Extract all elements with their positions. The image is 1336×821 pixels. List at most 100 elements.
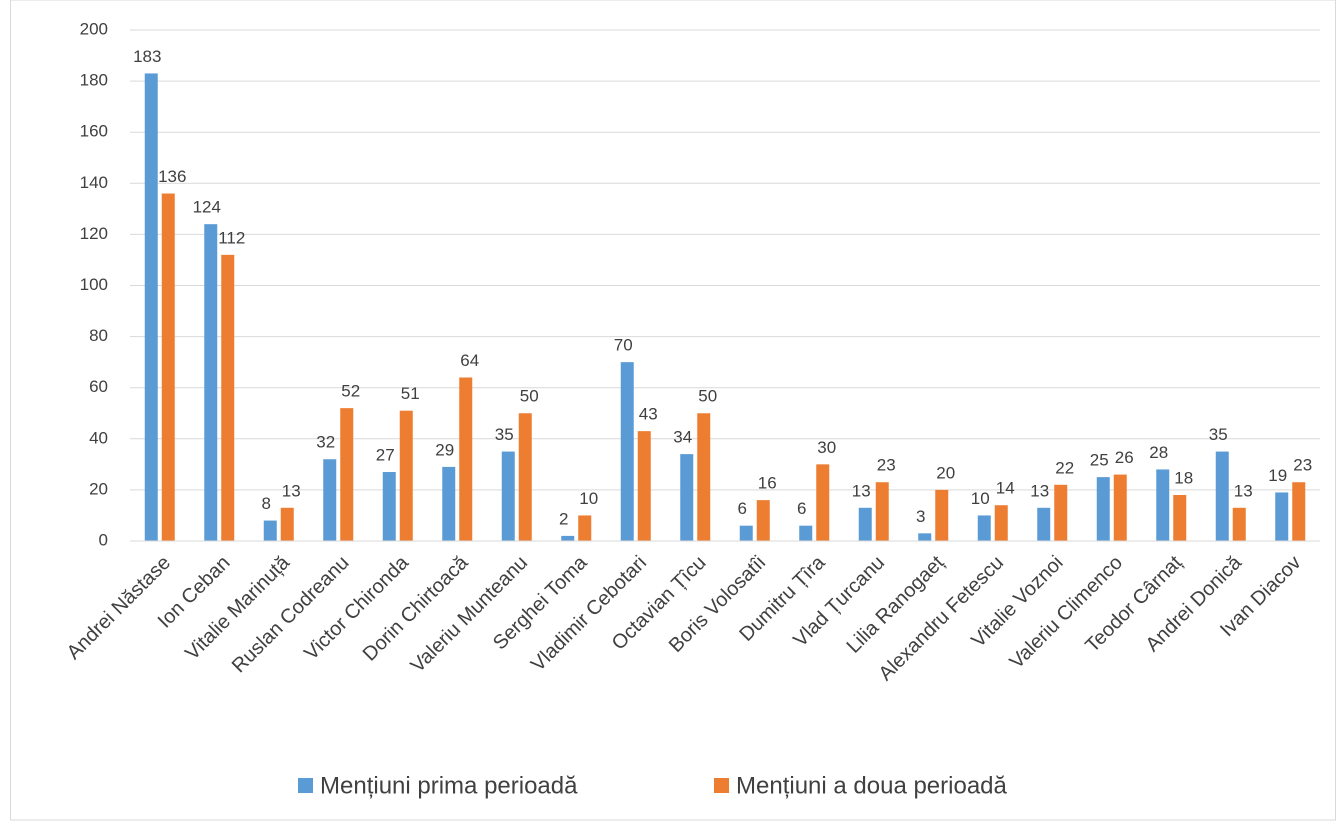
data-label: 2 <box>559 509 568 528</box>
x-tick-label: Dorin Chirtoacă <box>359 551 473 665</box>
data-label: 6 <box>738 499 747 518</box>
bar <box>637 431 651 541</box>
legend-swatch <box>298 778 313 793</box>
bar <box>1113 474 1127 541</box>
bar <box>578 515 592 541</box>
bar <box>1173 495 1187 541</box>
data-label: 35 <box>495 425 514 444</box>
bar <box>739 525 753 541</box>
bar <box>918 533 932 541</box>
y-tick-label: 140 <box>80 173 108 192</box>
data-label: 136 <box>158 167 186 186</box>
bar <box>1156 469 1170 541</box>
data-label: 18 <box>1174 468 1193 487</box>
bar <box>935 489 949 541</box>
bar <box>799 525 813 541</box>
data-label: 34 <box>673 428 692 447</box>
bar <box>620 362 634 541</box>
bar <box>161 193 175 541</box>
x-tick-label: Vitalie Marinuță <box>181 551 294 664</box>
data-label: 124 <box>193 198 221 217</box>
data-label: 30 <box>817 438 836 457</box>
data-label: 29 <box>435 440 454 459</box>
bar <box>1037 507 1051 541</box>
bar <box>204 224 218 541</box>
data-label: 52 <box>341 382 360 401</box>
data-label: 35 <box>1209 425 1228 444</box>
data-label: 14 <box>996 479 1015 498</box>
bar <box>340 408 354 541</box>
data-label: 19 <box>1268 466 1287 485</box>
data-label: 6 <box>797 499 806 518</box>
data-label: 50 <box>698 387 717 406</box>
data-label: 22 <box>1055 458 1074 477</box>
bar <box>680 454 694 541</box>
data-label: 10 <box>579 489 598 508</box>
data-label: 183 <box>133 47 161 66</box>
x-tick-label: Andrei Năstase <box>63 552 175 664</box>
x-tick-label: Victor Chironda <box>300 551 413 664</box>
data-label: 23 <box>1293 456 1312 475</box>
bar <box>221 254 235 541</box>
data-label: 10 <box>971 489 990 508</box>
legend-text: Mențiuni prima perioadă <box>320 772 578 799</box>
bar <box>323 459 337 541</box>
bar <box>459 377 473 541</box>
data-label: 70 <box>614 336 633 355</box>
y-tick-label: 100 <box>80 275 108 294</box>
bar <box>442 466 456 541</box>
bar <box>977 515 991 541</box>
bar <box>875 482 889 541</box>
data-label: 28 <box>1149 443 1168 462</box>
data-label: 51 <box>401 384 420 403</box>
y-tick-label: 0 <box>99 530 108 549</box>
data-label: 64 <box>460 351 479 370</box>
y-tick-label: 40 <box>89 428 108 447</box>
bar <box>858 507 872 541</box>
y-tick-label: 180 <box>80 71 108 90</box>
bar <box>561 535 575 541</box>
bar <box>1292 482 1306 541</box>
bar <box>756 500 770 541</box>
data-label: 13 <box>282 481 301 500</box>
bar <box>1275 492 1289 541</box>
data-label: 13 <box>1234 481 1253 500</box>
y-tick-label: 120 <box>80 224 108 243</box>
data-label: 23 <box>877 456 896 475</box>
bar <box>1054 484 1068 541</box>
y-tick-label: 160 <box>80 122 108 141</box>
data-label: 13 <box>1030 481 1049 500</box>
data-label: 50 <box>520 387 539 406</box>
bar <box>518 413 532 541</box>
y-tick-label: 60 <box>89 377 108 396</box>
y-tick-label: 20 <box>89 479 108 498</box>
data-label: 13 <box>852 481 871 500</box>
bar <box>1096 477 1110 541</box>
bar <box>816 464 830 541</box>
data-label: 27 <box>376 445 395 464</box>
bar <box>1232 507 1246 541</box>
bar <box>399 410 413 541</box>
y-tick-label: 200 <box>80 19 108 38</box>
data-label: 112 <box>218 228 245 247</box>
data-label: 26 <box>1115 448 1134 467</box>
bar <box>994 505 1008 541</box>
data-label: 3 <box>916 507 925 526</box>
bar <box>144 73 158 541</box>
bar <box>280 507 294 541</box>
y-tick-label: 80 <box>89 326 108 345</box>
data-label: 32 <box>316 433 335 452</box>
bar <box>382 472 396 541</box>
bar <box>1215 451 1229 541</box>
legend-swatch <box>714 778 729 793</box>
data-label: 20 <box>936 463 955 482</box>
bar <box>263 520 277 541</box>
bar <box>501 451 515 541</box>
legend-text: Mențiuni a doua perioadă <box>736 772 1008 799</box>
x-tick-label: Valeriu Climenco <box>1006 552 1127 673</box>
data-label: 8 <box>262 494 271 513</box>
data-label: 16 <box>758 474 777 493</box>
bar <box>697 413 711 541</box>
data-label: 25 <box>1090 451 1109 470</box>
